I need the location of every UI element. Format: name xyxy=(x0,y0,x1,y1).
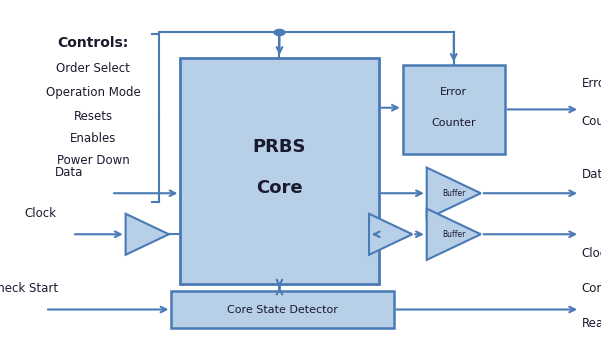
FancyBboxPatch shape xyxy=(403,65,505,154)
Polygon shape xyxy=(427,168,481,219)
Text: Check Start: Check Start xyxy=(0,282,59,295)
Text: Order Select: Order Select xyxy=(56,62,130,75)
FancyBboxPatch shape xyxy=(180,58,379,284)
Text: Ready: Ready xyxy=(582,317,601,330)
Text: Counter: Counter xyxy=(432,118,476,128)
Text: Power Down: Power Down xyxy=(56,154,130,167)
Text: Clock: Clock xyxy=(582,247,601,260)
Text: Error: Error xyxy=(440,87,468,97)
Text: Core: Core xyxy=(256,179,303,197)
Text: Enables: Enables xyxy=(70,132,117,145)
Text: Buffer: Buffer xyxy=(442,230,465,239)
Polygon shape xyxy=(427,209,481,260)
FancyBboxPatch shape xyxy=(171,291,394,328)
Polygon shape xyxy=(126,214,169,255)
Text: Count: Count xyxy=(582,115,601,128)
Text: Resets: Resets xyxy=(73,110,113,123)
Text: Data: Data xyxy=(55,166,84,179)
Text: Clock: Clock xyxy=(25,207,57,220)
Text: Core State Detector: Core State Detector xyxy=(227,304,338,315)
Text: Operation Mode: Operation Mode xyxy=(46,86,141,99)
Text: Data: Data xyxy=(582,168,601,181)
Text: Buffer: Buffer xyxy=(442,189,465,198)
Circle shape xyxy=(274,29,285,36)
Text: Core: Core xyxy=(582,282,601,295)
Text: PRBS: PRBS xyxy=(252,138,307,156)
Polygon shape xyxy=(369,214,412,255)
Text: Controls:: Controls: xyxy=(58,36,129,50)
Text: Error: Error xyxy=(582,77,601,90)
